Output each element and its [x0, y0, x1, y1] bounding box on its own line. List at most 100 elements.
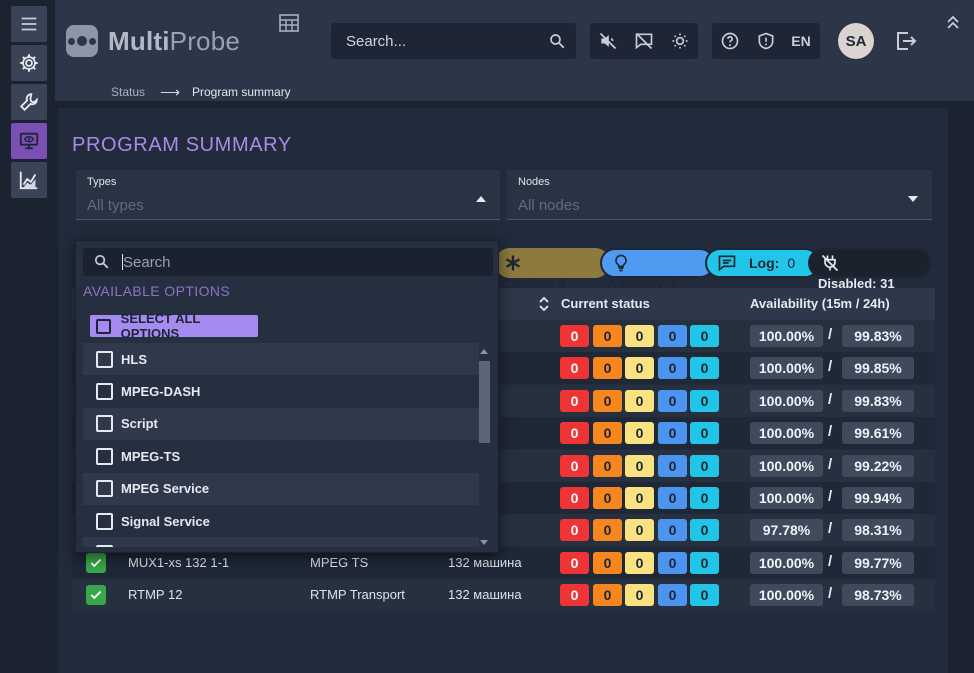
header-current-status[interactable]: Current status	[561, 296, 650, 311]
status-count-badge[interactable]: 0	[658, 325, 687, 347]
scroll-up-arrow-icon[interactable]	[480, 349, 488, 354]
scroll-thumb[interactable]	[479, 361, 490, 443]
status-count-badge[interactable]: 0	[690, 422, 719, 445]
status-count-badge[interactable]: 0	[593, 454, 622, 477]
status-count-badge[interactable]: 0	[593, 325, 622, 347]
checkbox-icon[interactable]	[96, 415, 113, 433]
status-count-badge[interactable]: 0	[690, 325, 719, 347]
checkbox-icon[interactable]	[96, 544, 113, 547]
tools-button[interactable]	[11, 84, 47, 120]
status-count-badge[interactable]: 0	[625, 519, 654, 542]
status-count-badge[interactable]: 0	[560, 584, 589, 607]
monitor-button[interactable]	[11, 123, 47, 159]
logout-icon[interactable]	[895, 31, 917, 51]
program-name[interactable]: MUX1-xs 132 1-1	[128, 554, 230, 570]
sort-icon[interactable]	[538, 295, 550, 313]
theme-button[interactable]	[662, 23, 698, 59]
status-count-badge[interactable]: 0	[625, 325, 654, 347]
types-filter[interactable]: Types All types	[76, 170, 500, 220]
status-count-badge[interactable]: 0	[593, 551, 622, 574]
menu-button[interactable]	[11, 6, 47, 42]
program-name[interactable]: RTMP 12	[128, 587, 183, 603]
option-item[interactable]: MPEG-DASH	[83, 375, 479, 408]
status-count-badge[interactable]: 0	[593, 422, 622, 445]
availability-24h: 98.73%	[842, 584, 914, 607]
availability-15m: 100.00%	[750, 357, 823, 380]
status-count-badge[interactable]: 0	[690, 454, 719, 477]
status-count-badge[interactable]: 0	[560, 357, 589, 380]
language-selector[interactable]: EN	[791, 33, 811, 49]
checkbox-icon[interactable]	[96, 480, 113, 498]
analytics-button[interactable]	[11, 162, 47, 198]
checkbox-icon[interactable]	[96, 512, 113, 530]
status-count-badge[interactable]: 0	[658, 584, 687, 607]
option-item[interactable]: Script	[83, 407, 479, 440]
row-checkbox[interactable]	[86, 585, 106, 606]
checkbox-icon[interactable]	[96, 447, 113, 465]
status-count-badge[interactable]: 0	[593, 519, 622, 542]
status-count-badge[interactable]: 0	[625, 584, 654, 607]
status-count-badge[interactable]: 0	[658, 389, 687, 412]
mute-messages-button[interactable]	[626, 23, 662, 59]
status-count-badge[interactable]: 0	[658, 519, 687, 542]
status-count-badge[interactable]: 0	[560, 389, 589, 412]
status-count-badge[interactable]: 0	[560, 325, 589, 347]
checkbox-icon[interactable]	[96, 382, 113, 400]
select-all-option[interactable]: SELECT ALL OPTIONS	[90, 311, 258, 341]
status-count-badge[interactable]: 0	[690, 487, 719, 509]
option-item[interactable]	[83, 537, 479, 547]
scroll-down-arrow-icon[interactable]	[480, 540, 488, 545]
status-count-badge[interactable]: 0	[593, 584, 622, 607]
status-count-badge[interactable]: 0	[593, 487, 622, 509]
status-count-badge[interactable]: 0	[560, 519, 589, 542]
mute-sound-button[interactable]	[590, 23, 626, 59]
search-input[interactable]: Search...	[346, 33, 407, 50]
status-count-badge[interactable]: 0	[560, 454, 589, 477]
options-scrollbar[interactable]	[477, 349, 491, 547]
status-count-badge[interactable]: 0	[593, 357, 622, 380]
option-item[interactable]: HLS	[83, 343, 479, 375]
option-item[interactable]: MPEG-TS	[83, 440, 479, 473]
header-availability[interactable]: Availability (15m / 24h)	[750, 296, 890, 311]
dropdown-search-input[interactable]: Search	[123, 254, 171, 271]
disabled-chip[interactable]	[808, 248, 932, 278]
status-count-badge[interactable]: 0	[658, 487, 687, 509]
advisory-chip[interactable]	[600, 248, 715, 278]
status-count-badge[interactable]: 0	[560, 422, 589, 445]
global-search[interactable]: Search...	[331, 23, 576, 59]
table-layout-icon[interactable]	[279, 14, 299, 32]
status-count-badge[interactable]: 0	[658, 454, 687, 477]
status-count-badge[interactable]: 0	[658, 551, 687, 574]
status-count-badge[interactable]: 0	[690, 389, 719, 412]
table-row[interactable]: RTMP 12 RTMP Transport 132 машина 0 0 0 0 0 100.…	[72, 579, 935, 612]
row-checkbox[interactable]	[86, 552, 106, 573]
breadcrumb-status[interactable]: Status	[111, 85, 146, 99]
status-count-badge[interactable]: 0	[690, 519, 719, 542]
status-count-badge[interactable]: 0	[560, 487, 589, 509]
status-count-badge[interactable]: 0	[625, 389, 654, 412]
status-count-badge[interactable]: 0	[593, 389, 622, 412]
status-count-badge[interactable]: 0	[625, 454, 654, 477]
option-item[interactable]: Signal Service	[83, 505, 479, 537]
status-count-badge[interactable]: 0	[625, 551, 654, 574]
status-count-badge[interactable]: 0	[658, 357, 687, 380]
user-avatar[interactable]: SA	[838, 23, 874, 59]
settings-button[interactable]	[11, 45, 47, 81]
option-item[interactable]: MPEG Service	[83, 472, 479, 505]
checkbox-icon[interactable]	[96, 350, 113, 368]
status-count-badge[interactable]: 0	[690, 584, 719, 607]
log-chip[interactable]: Log: 0	[705, 248, 820, 278]
caution-chip[interactable]	[495, 248, 610, 278]
status-count-badge[interactable]: 0	[658, 422, 687, 445]
status-count-badge[interactable]: 0	[560, 551, 589, 574]
status-count-badge[interactable]: 0	[625, 487, 654, 509]
status-count-badge[interactable]: 0	[690, 551, 719, 574]
status-count-badge[interactable]: 0	[625, 422, 654, 445]
nodes-filter[interactable]: Nodes All nodes	[507, 170, 932, 220]
status-count-badge[interactable]: 0	[690, 357, 719, 380]
security-button[interactable]	[748, 23, 784, 59]
status-count-badge[interactable]: 0	[625, 357, 654, 380]
dropdown-search[interactable]: Search	[83, 248, 493, 276]
chevron-double-up-icon[interactable]	[945, 14, 961, 30]
help-button[interactable]	[712, 23, 748, 59]
